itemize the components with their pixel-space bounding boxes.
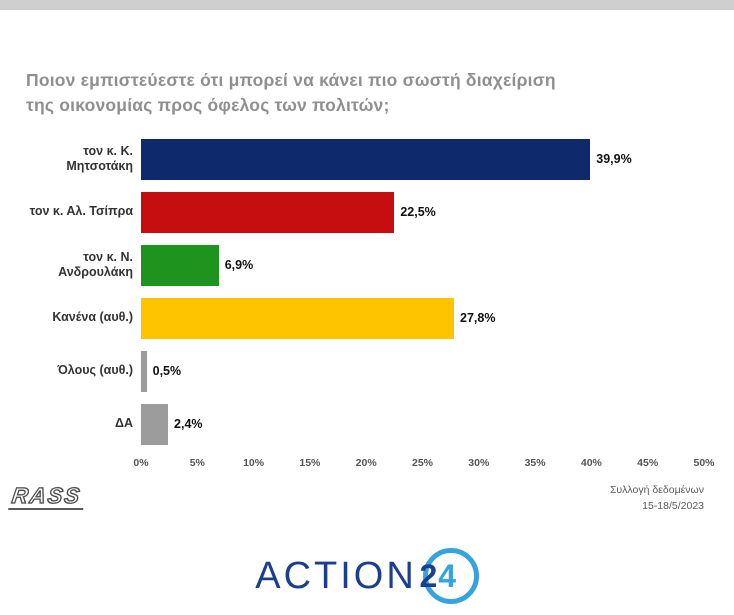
bar-fill xyxy=(141,403,169,445)
x-tick: 10% xyxy=(243,456,265,469)
bar-value-label: 0,5% xyxy=(152,364,182,379)
bar-label: τον κ. Ν. Ανδρουλάκη xyxy=(58,249,133,280)
bar-value-label: 22,5% xyxy=(400,205,436,220)
bar-area: 22,5% xyxy=(141,191,704,233)
bar-value-label: 27,8% xyxy=(460,311,496,326)
bar-value-label: 2,4% xyxy=(174,417,203,432)
top-strip xyxy=(0,0,734,10)
bar-fill xyxy=(141,138,591,180)
bar-value-label: 39,9% xyxy=(596,152,632,167)
bar-area: 6,9% xyxy=(141,244,704,286)
bar-area: 39,9% xyxy=(141,138,704,180)
data-collection-note: Συλλογή δεδομένων 15-18/5/2023 xyxy=(610,483,704,515)
x-tick: 25% xyxy=(411,456,434,469)
page-title-line1: Ποιον εμπιστεύεστε ότι μπορεί να κάνει π… xyxy=(26,70,556,90)
bar-chart: τον κ. Κ. Μητσοτάκη 39,9% τον κ. Αλ. Τσί… xyxy=(28,133,715,473)
bar-label: ΔΑ xyxy=(114,416,133,431)
rass-logo: RASS xyxy=(8,482,88,510)
data-collection-note-line1: Συλλογή δεδομένων xyxy=(609,483,704,496)
bar-label: τον κ. Αλ. Τσίπρα xyxy=(29,204,133,219)
bar-fill xyxy=(141,191,395,233)
bar-area: 2,4% xyxy=(141,403,704,445)
action24-logo-circle: 2 4 xyxy=(419,548,479,605)
x-tick: 35% xyxy=(524,456,546,469)
footer: RASS Συλλογή δεδομένων 15-18/5/2023 xyxy=(8,482,704,515)
action24-logo-digit-2: 2 xyxy=(419,557,438,594)
page-title: Ποιον εμπιστεύεστε ότι μπορεί να κάνει π… xyxy=(26,68,694,119)
action24-logo: ACTION 2 4 xyxy=(0,548,734,605)
data-collection-note-line2: 15-18/5/2023 xyxy=(642,499,704,512)
x-axis: 0% 5% 10% 15% 20% 25% 30% 35% 40% 45% 50… xyxy=(133,455,714,473)
action24-logo-text: ACTION xyxy=(255,554,417,597)
x-tick: 50% xyxy=(693,456,715,469)
bar-row: τον κ. Αλ. Τσίπρα 22,5% xyxy=(28,186,704,239)
bar-row: Όλους (αυθ.) 0,5% xyxy=(28,345,704,398)
x-tick: 40% xyxy=(580,456,602,469)
page-title-line2: της οικονομίας προς όφελος των πολιτών; xyxy=(26,95,390,116)
bar-row: ΔΑ 2,4% xyxy=(28,398,704,451)
bar-row: τον κ. Κ. Μητσοτάκη 39,9% xyxy=(28,133,704,186)
bar-row: τον κ. Ν. Ανδρουλάκη 6,9% xyxy=(28,239,704,292)
bar-row: Κανένα (αυθ.) 27,8% xyxy=(28,292,704,345)
action24-logo-number: 2 4 xyxy=(419,557,468,595)
bar-area: 27,8% xyxy=(141,297,704,339)
x-tick: 5% xyxy=(189,456,205,469)
x-tick: 0% xyxy=(133,456,149,469)
x-tick: 20% xyxy=(355,456,377,469)
bar-value-label: 6,9% xyxy=(224,258,254,273)
x-tick: 15% xyxy=(299,456,321,469)
bar-fill xyxy=(141,297,455,339)
x-tick: 45% xyxy=(637,456,659,469)
bar-label: Όλους (αυθ.) xyxy=(57,363,133,378)
bar-area: 0,5% xyxy=(141,350,704,392)
bar-label: τον κ. Κ. Μητσοτάκη xyxy=(66,143,133,174)
x-tick: 30% xyxy=(468,456,490,469)
bar-label: Κανένα (αυθ.) xyxy=(52,310,133,325)
action24-logo-digit-4: 4 xyxy=(438,557,457,594)
bar-fill xyxy=(141,350,147,392)
bar-fill xyxy=(141,244,219,286)
